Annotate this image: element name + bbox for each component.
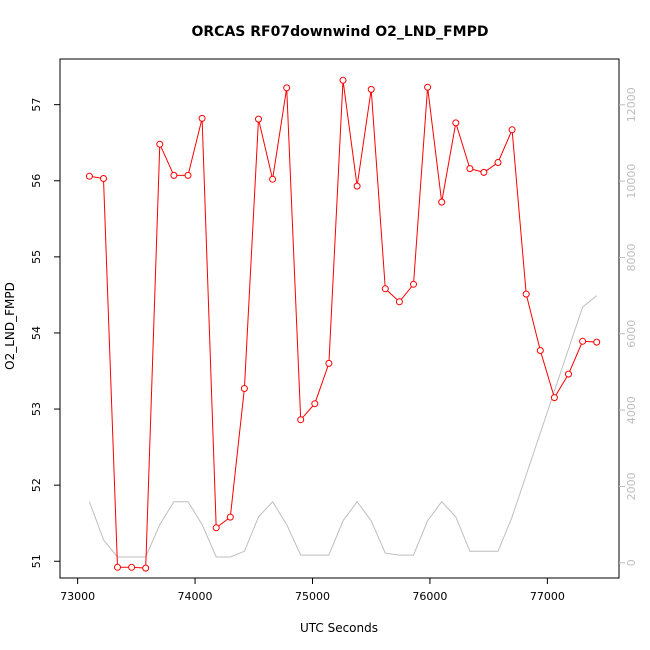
data-point [536, 347, 544, 354]
data-point [114, 563, 121, 571]
data-point [128, 563, 136, 571]
y2-tick-label: 2000 [625, 472, 638, 500]
data-point [593, 338, 601, 346]
data-point [353, 182, 361, 190]
data-point [240, 385, 248, 392]
data-point [311, 400, 319, 408]
y-tick-label: 53 [30, 402, 43, 416]
series-line-primary [89, 80, 597, 569]
data-point [156, 140, 164, 148]
y2-tick-label: 4000 [625, 396, 638, 424]
data-point [508, 126, 516, 134]
y2-tick-label: 8000 [625, 243, 638, 271]
data-point [395, 298, 403, 306]
data-point [579, 337, 587, 345]
data-point [381, 285, 389, 293]
data-point [367, 85, 375, 93]
data-point [184, 171, 192, 179]
y2-tick-label: 6000 [625, 320, 638, 348]
data-point [283, 84, 291, 92]
data-point [438, 198, 446, 206]
y-tick-label: 51 [30, 554, 43, 568]
x-tick-label: 76000 [412, 590, 447, 603]
series-line-secondary [88, 295, 598, 558]
y2-tick-label: 0 [625, 559, 638, 566]
x-axis-label: UTC Seconds [300, 621, 378, 635]
data-point [424, 83, 432, 91]
data-point [466, 165, 474, 173]
plot-frame [59, 58, 620, 579]
data-point [170, 171, 178, 179]
data-point [100, 175, 107, 182]
data-point [410, 280, 417, 288]
y2-tick-label: 10000 [625, 164, 638, 199]
data-point [85, 172, 93, 180]
y-tick-label: 56 [30, 174, 43, 188]
x-tick-label: 73000 [60, 590, 95, 603]
x-tick-label: 75000 [295, 590, 330, 603]
data-point [212, 524, 220, 532]
y2-tick-label: 12000 [625, 87, 638, 122]
x-tick-label: 74000 [178, 590, 213, 603]
chart-title: ORCAS RF07downwind O2_LND_FMPD [192, 24, 489, 40]
data-point [325, 359, 333, 367]
data-point [255, 115, 262, 123]
y-tick-label: 55 [30, 250, 43, 264]
y-tick-label: 52 [30, 478, 43, 492]
data-point [297, 416, 305, 424]
data-point [480, 168, 488, 176]
data-point [565, 370, 572, 378]
data-point [269, 175, 277, 183]
data-point [226, 513, 234, 521]
x-tick-label: 77000 [530, 590, 565, 603]
y-axis-label: O2_LND_FMPD [3, 282, 17, 370]
data-point [522, 290, 530, 298]
data-point [198, 114, 206, 122]
data-point [494, 159, 502, 166]
data-point [550, 394, 558, 402]
data-point [452, 119, 460, 127]
plot-area: 73000 74000 75000 76000 77000 51 52 53 54 55 56 57 0… [30, 58, 638, 603]
y-tick-label: 57 [30, 98, 43, 112]
data-point [339, 76, 347, 84]
y-tick-label: 54 [30, 326, 43, 340]
data-point [142, 564, 150, 572]
